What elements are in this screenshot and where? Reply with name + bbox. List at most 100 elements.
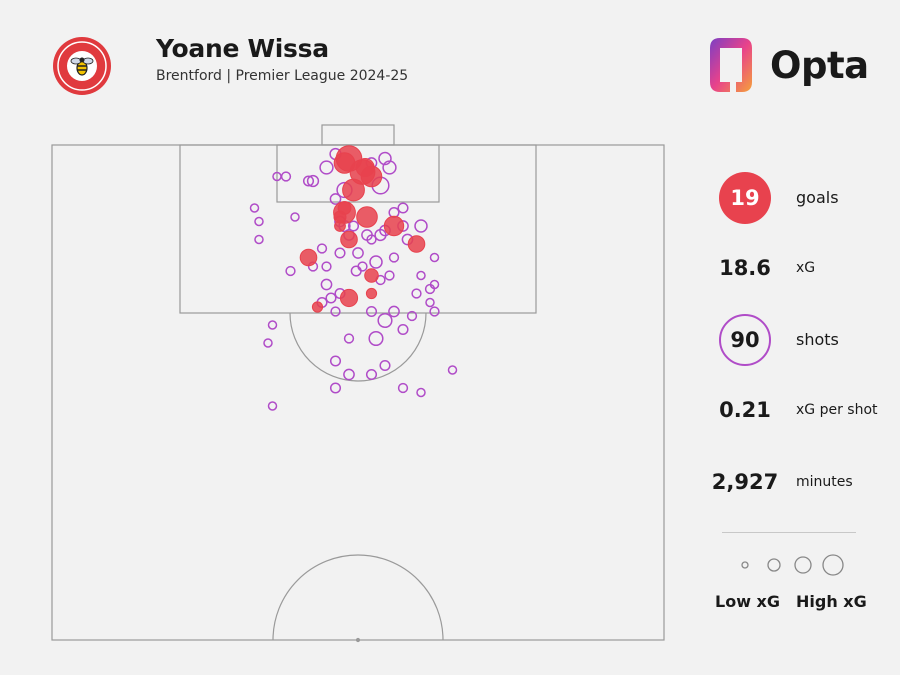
shot-point-26: [254, 234, 264, 245]
shot-point-11: [397, 202, 409, 214]
shot-point-48: [425, 297, 435, 308]
shot-point-20: [414, 219, 428, 233]
shot-point-32: [369, 255, 383, 269]
shot-point-28: [316, 243, 328, 254]
shot-point-37: [357, 261, 368, 272]
shot-point-69: [267, 401, 278, 411]
shot-point-46: [429, 279, 440, 290]
shot-point-30: [352, 247, 364, 259]
goal-shot-point-6: [356, 206, 378, 228]
goal-shot-point-13: [364, 268, 379, 283]
stats-divider: [722, 532, 856, 533]
shot-point-64: [365, 368, 378, 381]
shot-point-55: [406, 310, 418, 322]
shot-point-2: [382, 160, 397, 175]
shot-point-24: [254, 216, 264, 227]
shot-point-62: [343, 368, 355, 381]
goal-shot-point-8: [383, 215, 405, 237]
shot-point-52: [377, 312, 393, 329]
shot-point-44: [325, 292, 337, 304]
stat-shots: 90 shots: [705, 314, 895, 374]
shot-point-36: [350, 265, 362, 277]
player-subtitle: Brentford | Premier League 2024-25: [156, 68, 409, 84]
legend-circle-3: [822, 554, 844, 576]
shot-point-7: [302, 175, 315, 187]
shot-point-23: [366, 234, 377, 245]
shot-point-56: [368, 330, 384, 347]
shot-point-0: [378, 151, 392, 166]
goal-shot-point-17: [337, 201, 352, 215]
shot-map-pitch: [51, 124, 665, 643]
shot-point-68: [447, 365, 458, 375]
shot-point-9: [280, 171, 292, 182]
minutes-label: minutes: [796, 474, 853, 490]
shot-point-29: [334, 247, 346, 259]
shot-point-12: [329, 193, 342, 205]
goal-shot-point-9: [334, 220, 346, 232]
shot-point-1: [319, 160, 334, 175]
shot-point-35: [321, 261, 332, 272]
centre-circle-arc: [272, 554, 444, 641]
legend-low-label: Low xG: [715, 592, 780, 611]
shot-point-42: [320, 278, 333, 291]
opta-logo-icon: [710, 38, 752, 92]
shot-point-22: [347, 220, 360, 232]
legend-high-label: High xG: [796, 592, 867, 611]
goal-shot-point-4: [342, 178, 365, 202]
xg-per-shot-value: 0.21: [719, 398, 771, 422]
shot-point-59: [263, 338, 273, 348]
legend-circles: [741, 554, 844, 576]
goal-frame: [321, 124, 395, 146]
goal-shots: [299, 145, 426, 313]
penalty-arc: [289, 312, 427, 382]
opta-wordmark: Opta: [770, 44, 869, 87]
xg-value: 18.6: [719, 256, 771, 280]
shot-point-65: [397, 382, 409, 394]
shot-point-27: [290, 212, 300, 222]
goal-shot-point-12: [299, 248, 318, 267]
xg-size-legend: Low xG High xG: [705, 548, 895, 628]
shots-label: shots: [796, 330, 839, 349]
goal-shot-point-15: [339, 288, 359, 308]
shot-point-25: [249, 203, 260, 213]
shot-point-60: [267, 320, 278, 330]
legend-circle-1: [767, 558, 781, 572]
brentford-crest-icon: [53, 37, 111, 95]
shot-point-6: [306, 174, 320, 188]
shot-point-51: [365, 305, 378, 318]
header: Yoane Wissa Brentford | Premier League 2…: [0, 0, 900, 110]
xg-label: xG: [796, 260, 816, 276]
shot-point-54: [429, 306, 440, 317]
stat-xg-per-shot: 0.21 xG per shot: [705, 384, 895, 444]
shot-point-67: [329, 382, 342, 394]
goal-shot-point-11: [407, 235, 426, 253]
shots-value: 90: [719, 314, 771, 366]
shot-point-61: [329, 355, 342, 367]
xg-per-shot-label: xG per shot: [796, 402, 878, 418]
shot-point-53: [388, 305, 400, 318]
goal-shot-point-16: [311, 301, 324, 313]
shot-point-31: [429, 252, 440, 263]
shot-point-38: [285, 265, 296, 277]
shot-point-47: [411, 288, 422, 299]
shot-point-63: [379, 359, 391, 372]
shot-point-66: [416, 387, 426, 398]
legend-circle-2: [794, 556, 812, 574]
goals-label: goals: [796, 188, 839, 207]
goal-shot-point-14: [365, 287, 378, 300]
stat-xg: 18.6 xG: [705, 242, 895, 302]
legend-circle-0: [741, 561, 749, 569]
shot-point-58: [343, 333, 355, 344]
minutes-value: 2,927: [711, 470, 779, 494]
shot-point-57: [397, 323, 409, 336]
shot-point-33: [388, 252, 400, 263]
shot-point-39: [384, 270, 395, 281]
goal-shot-point-18: [355, 158, 375, 177]
stat-goals: 19 goals: [705, 172, 895, 232]
stat-minutes: 2,927 minutes: [705, 456, 895, 516]
goals-value: 19: [719, 172, 771, 224]
pitch-markings: [51, 124, 665, 643]
shot-point-40: [416, 270, 426, 281]
goal-shot-point-10: [340, 230, 358, 249]
shot-point-49: [330, 306, 341, 317]
